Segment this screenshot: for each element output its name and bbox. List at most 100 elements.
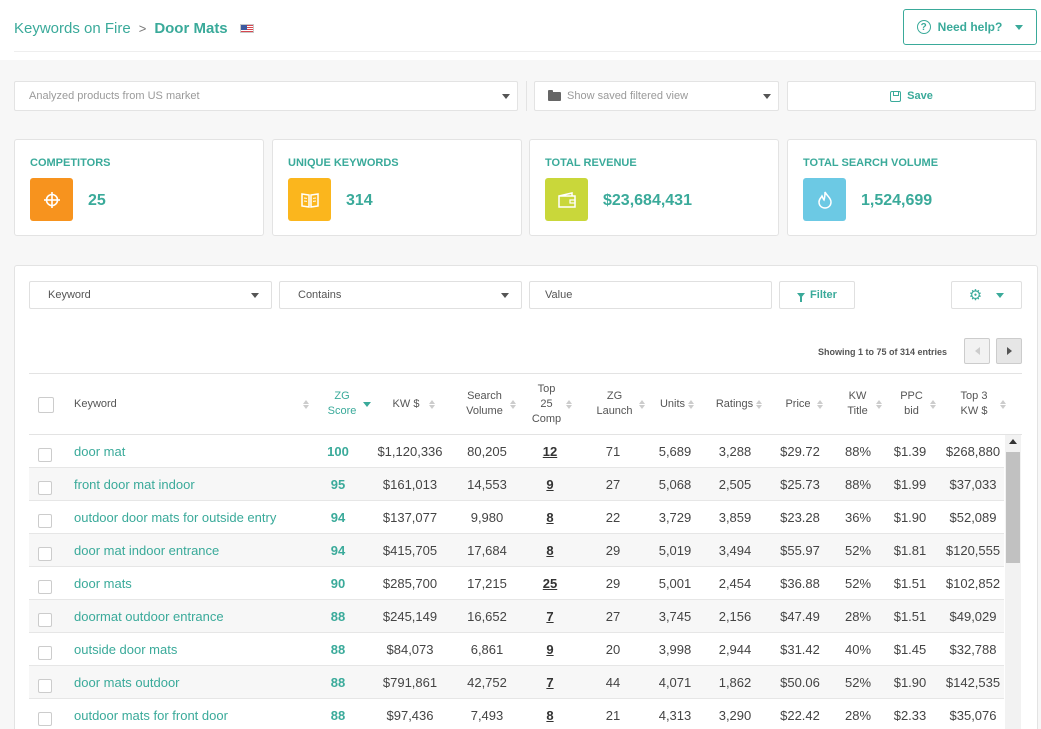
row-checkbox[interactable]	[38, 514, 52, 528]
top-25-comp-link[interactable]: 9	[546, 477, 554, 492]
funnel-icon	[797, 292, 806, 302]
column-settings-button[interactable]: ⚙	[951, 281, 1022, 309]
keyword-link[interactable]: front door mat indoor	[74, 477, 195, 492]
stat-value: 25	[88, 192, 106, 209]
row-checkbox[interactable]	[38, 712, 52, 726]
column-header-zg-score[interactable]: ZG Score	[319, 374, 379, 434]
top-3-kw-revenue: $37,033	[949, 477, 997, 492]
kw-title: 52%	[844, 543, 872, 558]
price: $50.06	[780, 675, 820, 690]
search-volume: 17,215	[467, 576, 507, 591]
breadcrumb-parent[interactable]: Keywords on Fire	[14, 20, 131, 37]
filter-operator-select[interactable]: Contains	[279, 281, 522, 309]
row-checkbox[interactable]	[38, 580, 52, 594]
search-volume: 6,861	[470, 642, 504, 657]
top-25-comp-link[interactable]: 8	[546, 708, 554, 723]
header-divider	[14, 51, 1041, 52]
keyword-link[interactable]: door mats outdoor	[74, 675, 180, 690]
saved-view-select[interactable]: Show saved filtered view	[534, 81, 779, 111]
next-page-button[interactable]	[996, 338, 1022, 364]
save-button[interactable]: Save	[787, 81, 1036, 111]
kw-title: 40%	[844, 642, 872, 657]
kw-revenue: $161,013	[382, 477, 438, 492]
units: 4,071	[658, 675, 692, 690]
sort-icon	[875, 399, 882, 409]
keyword-link[interactable]: door mat indoor entrance	[74, 543, 220, 558]
column-header-keyword[interactable]: Keyword	[74, 374, 309, 434]
stat-card-competitors: COMPETITORS 25	[14, 139, 264, 236]
zg-score: 88	[330, 642, 346, 657]
stat-title: TOTAL REVENUE	[545, 157, 637, 169]
keyword-link[interactable]: outdoor mats for front door	[74, 708, 228, 723]
column-header-top-3-kw-revenue[interactable]: Top 3 KW $	[947, 374, 1015, 434]
top-25-comp-link[interactable]: 12	[542, 444, 558, 459]
table-row: outdoor mats for front door 88 $97,436 7…	[29, 699, 1004, 729]
toolbar-divider	[526, 81, 527, 111]
column-header-search-volume[interactable]: Search Volume	[454, 374, 524, 434]
crosshair-icon	[30, 178, 73, 221]
top-3-kw-revenue: $52,089	[949, 510, 997, 525]
chevron-down-icon	[251, 293, 259, 298]
breadcrumb-separator: >	[138, 21, 147, 36]
column-header-kw-title[interactable]: KW Title	[837, 374, 887, 434]
search-volume: 42,752	[467, 675, 507, 690]
column-header-kw-revenue[interactable]: KW $	[379, 374, 449, 434]
need-help-button[interactable]: ? Need help?	[903, 9, 1037, 45]
column-header-ratings[interactable]: Ratings	[709, 374, 769, 434]
column-header-units[interactable]: Units	[651, 374, 703, 434]
column-header-top-25-comp[interactable]: Top 25 Comp	[526, 374, 576, 434]
filter-value-input[interactable]: Value	[529, 281, 772, 309]
market-select[interactable]: Analyzed products from US market	[14, 81, 518, 111]
gear-icon: ⚙	[968, 286, 983, 304]
column-header-ppc-bid[interactable]: PPC bid	[891, 374, 941, 434]
chevron-right-icon	[1006, 347, 1012, 355]
keyword-link[interactable]: outside door mats	[74, 642, 178, 657]
ratings: 2,156	[718, 609, 752, 624]
row-checkbox[interactable]	[38, 613, 52, 627]
top-25-comp-link[interactable]: 7	[546, 675, 554, 690]
row-checkbox[interactable]	[38, 448, 52, 462]
ratings: 3,859	[718, 510, 752, 525]
top-25-comp-link[interactable]: 8	[546, 510, 554, 525]
table-scrollbar[interactable]	[1005, 435, 1021, 729]
top-3-kw-revenue: $142,535	[945, 675, 1001, 690]
top-25-comp-link[interactable]: 8	[546, 543, 554, 558]
question-circle-icon: ?	[916, 20, 931, 34]
disk-icon	[890, 90, 902, 102]
scrollbar-thumb[interactable]	[1006, 452, 1020, 563]
units: 3,998	[658, 642, 692, 657]
filter-field-select[interactable]: Keyword	[29, 281, 272, 309]
previous-page-button[interactable]	[964, 338, 990, 364]
chevron-down-icon	[1015, 24, 1024, 30]
page-header: Keywords on Fire > Door Mats ? Need help…	[0, 0, 1041, 60]
keyword-link[interactable]: doormat outdoor entrance	[74, 609, 224, 624]
header-label: ZG Score	[327, 390, 357, 417]
sort-icon	[303, 399, 309, 409]
top-25-comp-link[interactable]: 7	[546, 609, 554, 624]
keyword-link[interactable]: door mat	[74, 444, 126, 459]
filter-button[interactable]: Filter	[779, 281, 855, 309]
keyword-link[interactable]: door mats	[74, 576, 132, 591]
sort-icon	[756, 399, 763, 409]
kw-revenue: $1,120,336	[377, 444, 443, 459]
column-header-zg-launch[interactable]: ZG Launch	[589, 374, 649, 434]
row-checkbox[interactable]	[38, 679, 52, 693]
table-row: door mat indoor entrance 94 $415,705 17,…	[29, 534, 1004, 567]
top-25-comp-link[interactable]: 9	[546, 642, 554, 657]
top-25-comp-link[interactable]: 25	[542, 576, 558, 591]
row-checkbox[interactable]	[38, 481, 52, 495]
header-label: ZG Launch	[596, 390, 633, 417]
header-label: Price	[785, 397, 811, 410]
scroll-up-arrow-icon[interactable]	[1009, 439, 1017, 444]
filter-field-value: Keyword	[48, 289, 91, 301]
row-checkbox[interactable]	[38, 547, 52, 561]
top-3-kw-revenue: $35,076	[949, 708, 997, 723]
select-all-checkbox[interactable]	[38, 397, 54, 413]
keyword-link[interactable]: outdoor door mats for outside entry	[74, 510, 277, 525]
row-checkbox[interactable]	[38, 646, 52, 660]
chevron-left-icon	[974, 347, 980, 355]
book-icon	[288, 178, 331, 221]
column-header-price[interactable]: Price	[775, 374, 833, 434]
ratings: 3,290	[718, 708, 752, 723]
market-select-value: Analyzed products from US market	[29, 90, 200, 102]
